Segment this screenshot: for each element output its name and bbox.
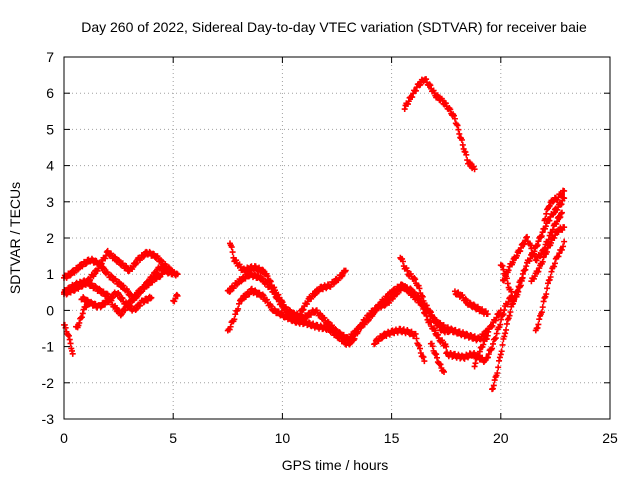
- series-track-13: [427, 340, 448, 375]
- x-tick-labels: 0 5 10 15 20 25: [60, 430, 618, 446]
- data-marks: [371, 325, 428, 365]
- y-tick-label: 1: [46, 266, 54, 282]
- chart-title: Day 260 of 2022, Sidereal Day-to-day VTE…: [81, 19, 587, 35]
- data-points: [61, 76, 568, 393]
- y-tick-label: 4: [46, 158, 54, 174]
- y-tick-labels: -3 -2 -1 0 1 2 3 4 5 6 7: [42, 49, 55, 427]
- grid-lines: [64, 57, 610, 419]
- series-track-19: [499, 209, 565, 284]
- y-tick-label: -1: [42, 339, 55, 355]
- data-marks: [499, 209, 565, 284]
- series-track-12: [397, 254, 452, 336]
- x-tick-label: 15: [384, 430, 400, 446]
- y-tick-label: -3: [42, 411, 55, 427]
- series-track-15: [471, 332, 491, 370]
- data-marks: [427, 340, 448, 375]
- y-axis-label: SDTVAR / TECUs: [7, 182, 23, 294]
- series-track-22: [541, 187, 568, 224]
- data-marks: [497, 262, 526, 303]
- data-marks: [528, 224, 568, 285]
- data-marks: [78, 289, 155, 314]
- y-tick-label: -2: [42, 375, 55, 391]
- series-track-4: [78, 289, 155, 314]
- data-marks: [170, 291, 181, 305]
- x-tick-label: 0: [60, 430, 68, 446]
- y-tick-label: 5: [46, 121, 54, 137]
- x-tick-label: 25: [602, 430, 618, 446]
- series-track-11: [371, 325, 428, 365]
- x-tick-label: 20: [493, 430, 509, 446]
- y-tick-label: 0: [46, 302, 54, 318]
- plot-frame: [63, 56, 611, 420]
- data-marks: [471, 332, 491, 370]
- y-tick-label: 2: [46, 230, 54, 246]
- data-marks: [397, 254, 452, 336]
- y-tick-label: 6: [46, 85, 54, 101]
- series-track-23: [497, 262, 526, 303]
- x-axis-label: GPS time / hours: [282, 457, 389, 473]
- x-tick-label: 5: [169, 430, 177, 446]
- series-track-10: [224, 282, 450, 350]
- series-track-6: [73, 298, 92, 331]
- data-marks: [224, 282, 450, 350]
- y-tick-label: 7: [46, 49, 54, 65]
- data-marks: [532, 238, 568, 334]
- y-tick-label: 3: [46, 194, 54, 210]
- series-track-21: [528, 224, 568, 285]
- series-track-7: [170, 291, 181, 305]
- data-marks: [226, 240, 349, 321]
- data-marks: [73, 298, 92, 331]
- series-track-17: [401, 76, 478, 173]
- series-track-20: [532, 238, 568, 334]
- series-track-9: [226, 240, 349, 321]
- x-tick-label: 10: [275, 430, 291, 446]
- data-marks: [451, 288, 491, 318]
- data-marks: [401, 76, 478, 173]
- series-track-16: [451, 288, 491, 318]
- data-marks: [541, 187, 568, 224]
